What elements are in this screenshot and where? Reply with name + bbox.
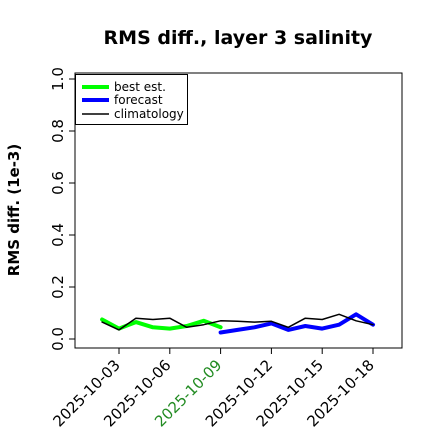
series-line-climatology [101, 313, 374, 331]
y-axis-label: RMS diff. (1e-3) [5, 144, 23, 276]
legend-label-best-est: best est. [114, 80, 166, 94]
y-tick-label: 0.6 [49, 171, 67, 195]
series-line-forecast [218, 312, 375, 335]
legend-label-forecast: forecast [114, 93, 163, 107]
chart-title: RMS diff., layer 3 salinity [104, 27, 374, 49]
y-tick-label: 0.4 [49, 223, 67, 247]
y-axis-ticks: 0.0 0.2 0.4 0.6 0.8 1.0 [49, 67, 75, 351]
y-tick-label: 1.0 [49, 67, 67, 91]
series-line-best-est [100, 317, 223, 331]
legend: best est. forecast climatology [75, 74, 188, 125]
y-tick-label: 0.0 [49, 327, 67, 351]
y-tick-label: 0.8 [49, 119, 67, 143]
plot-frame [74, 72, 403, 349]
legend-label-climatology: climatology [114, 107, 184, 121]
x-axis-ticks: 2025-10-032025-10-062025-10-092025-10-12… [49, 348, 378, 430]
series-lines [100, 312, 375, 335]
y-tick-label: 0.2 [49, 275, 67, 299]
